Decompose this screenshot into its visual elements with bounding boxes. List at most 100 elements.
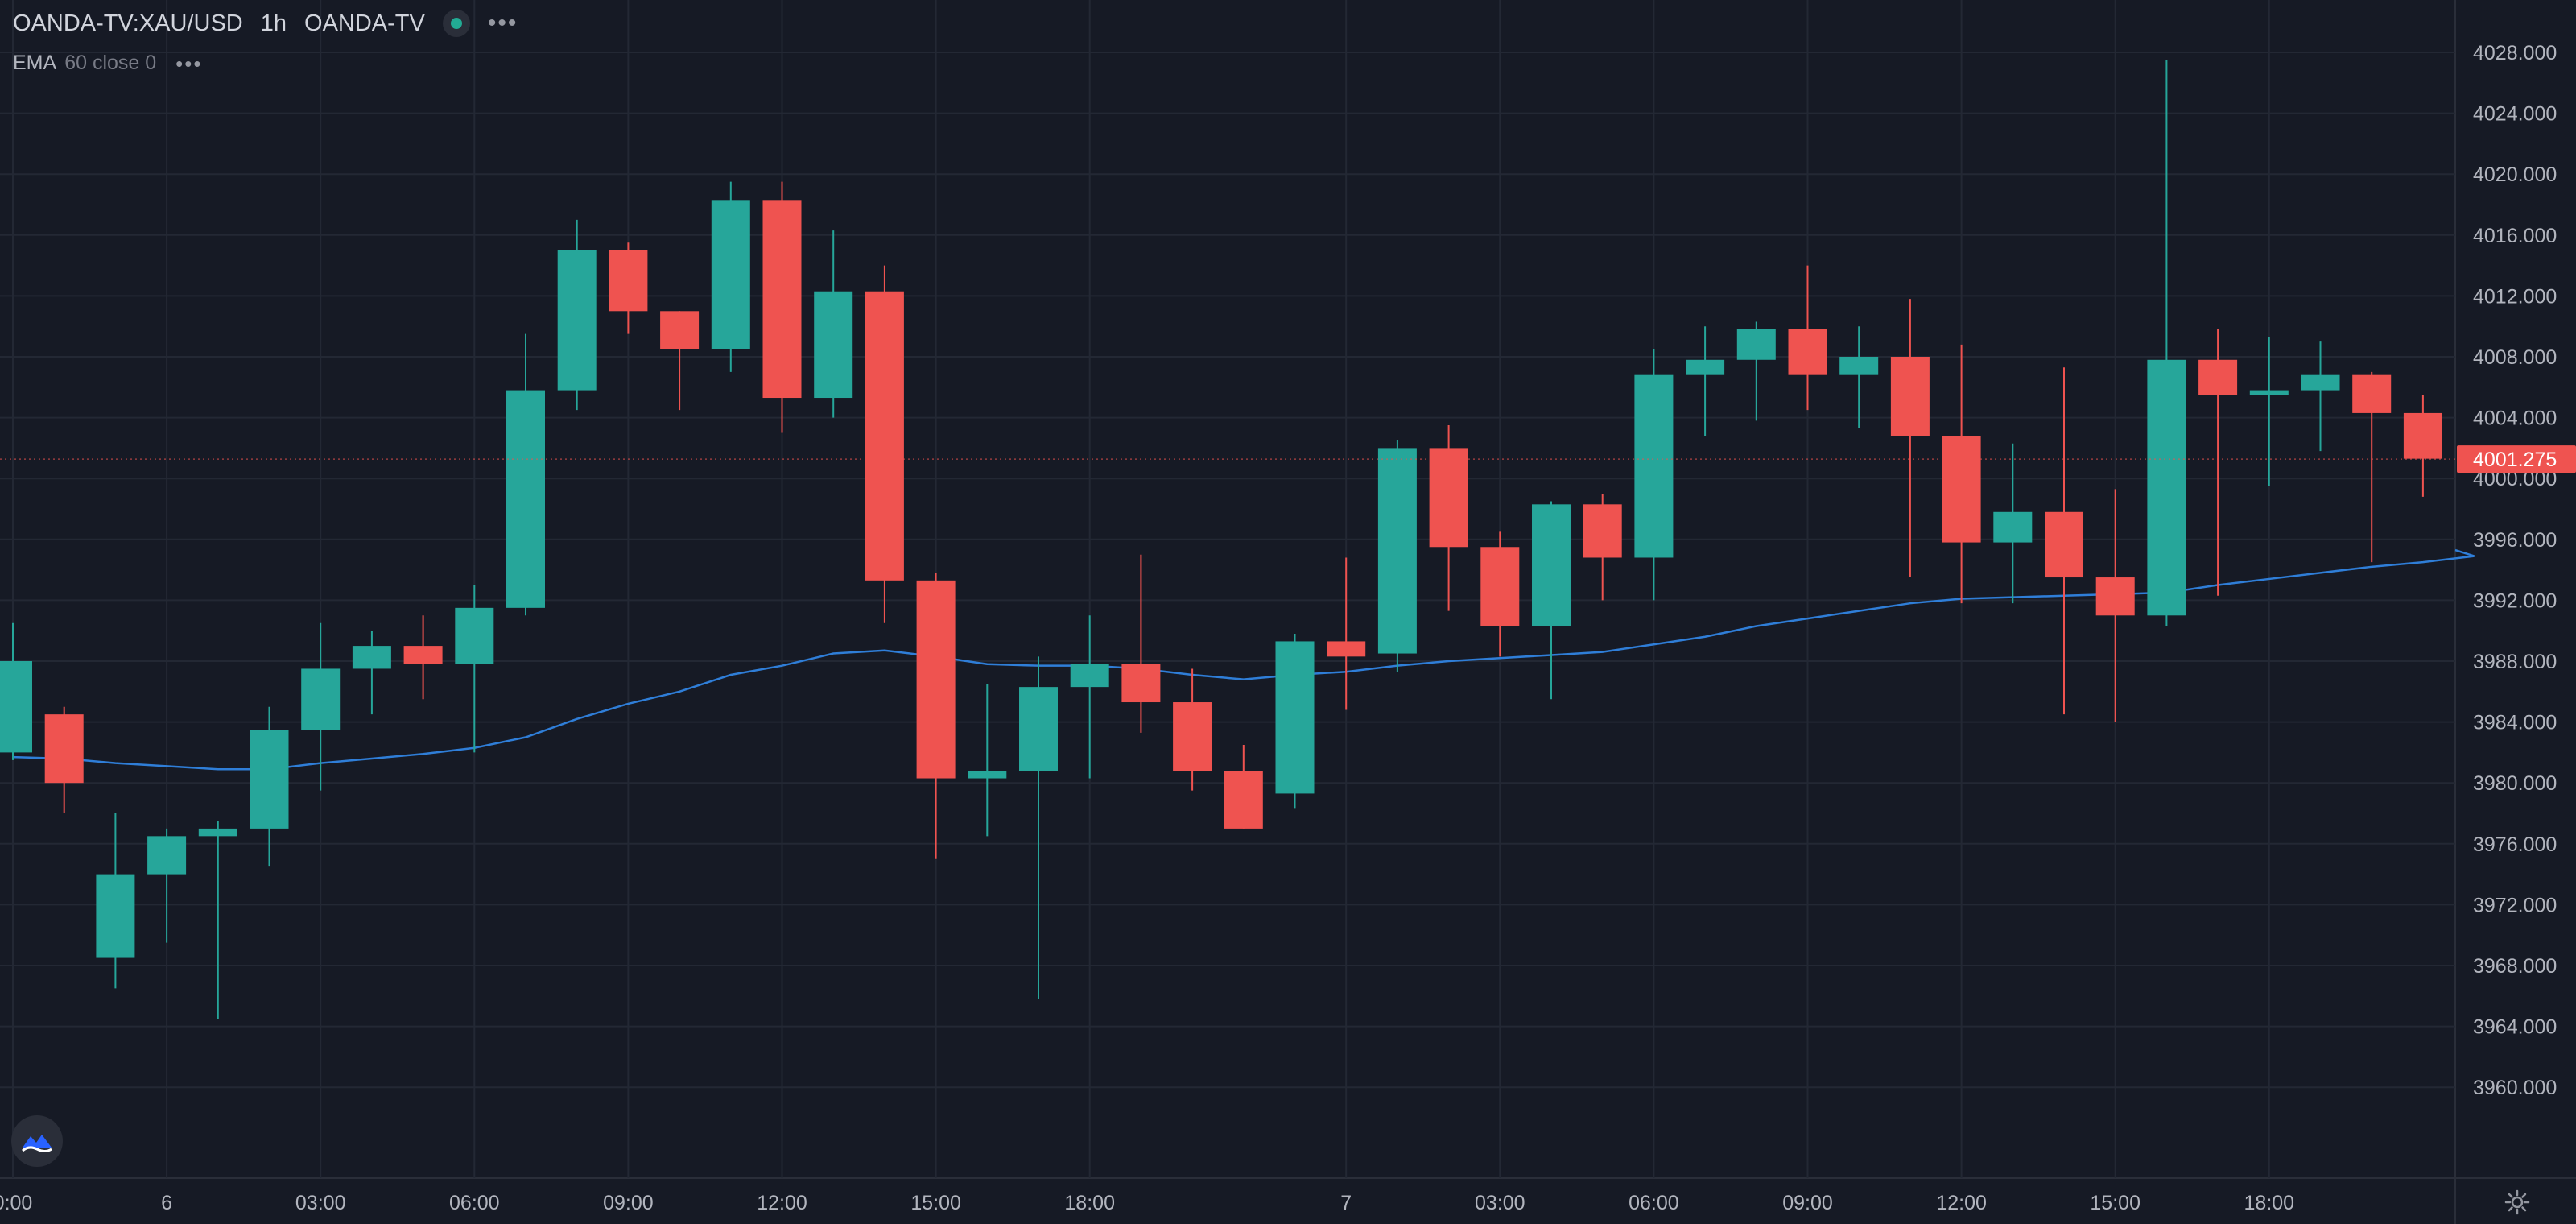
exchange-label: OANDA-TV [304, 10, 425, 36]
candle-body [660, 311, 700, 349]
candles [0, 60, 2442, 1019]
candle-down [2198, 329, 2238, 596]
candle-body [1070, 664, 1109, 688]
price-axis[interactable]: 4028.000 4024.000 4020.000 4016.000 4012.000… [2473, 42, 2557, 1099]
candle-body [1327, 641, 1366, 657]
candle-down [2095, 489, 2135, 722]
candle-up [1532, 501, 1571, 700]
candle-up [198, 821, 237, 1019]
candle-down [2045, 367, 2083, 715]
candle-up [96, 813, 135, 989]
candle-body [1736, 329, 1776, 360]
candle-down [916, 573, 956, 859]
indicator-more-icon[interactable]: ••• [175, 51, 203, 76]
candle-down [762, 181, 802, 433]
time-tick-label: 6 [161, 1192, 172, 1214]
time-tick-label: 09:00 [603, 1192, 654, 1214]
candle-body [44, 714, 84, 784]
time-tick-label: 06:00 [1629, 1192, 1679, 1214]
candle-body [1686, 359, 1725, 375]
candle-up [455, 585, 494, 753]
candle-body [1839, 357, 1879, 375]
candle-up [1686, 326, 1725, 436]
candle-body [1788, 329, 1827, 375]
price-tick-label: 3964.000 [2473, 1016, 2557, 1039]
candle-body [2249, 390, 2289, 395]
last-price-label: 4001.275 [0, 445, 2576, 473]
candle-up [1019, 656, 1058, 999]
candle-body [1121, 664, 1161, 703]
candle-up [711, 181, 750, 372]
candle-down [1121, 554, 1161, 733]
indicator-name[interactable]: EMA [13, 52, 57, 74]
candle-down [609, 242, 648, 334]
candle-down [1583, 494, 1622, 601]
indicator-params: 60 close 0 [64, 52, 157, 74]
candle-down [660, 311, 700, 411]
tradingview-logo-icon[interactable] [11, 1115, 63, 1167]
candle-down [1890, 299, 1930, 578]
candle-body [2147, 359, 2186, 616]
candle-up [2301, 341, 2340, 452]
candle-down [1327, 557, 1366, 710]
candle-up [1736, 321, 1776, 421]
candle-body [506, 390, 545, 608]
time-tick-label: 18:00 [2244, 1192, 2295, 1214]
candle-body [2045, 511, 2083, 578]
price-tick-label: 4012.000 [2473, 285, 2557, 308]
candle-body [557, 250, 597, 391]
candle-up [2249, 337, 2289, 486]
interval-label[interactable]: 1h [260, 10, 287, 36]
candle-up [968, 684, 1007, 837]
time-tick-label: 06:00 [449, 1192, 500, 1214]
gear-icon[interactable] [2504, 1189, 2531, 1216]
price-tick-label: 3996.000 [2473, 529, 2557, 552]
candle-up [1634, 349, 1674, 601]
candle-body [1019, 687, 1058, 771]
price-tick-label: 3988.000 [2473, 651, 2557, 673]
candle-body [1634, 374, 1674, 558]
candle-down [865, 265, 904, 623]
more-options-icon[interactable]: ••• [487, 10, 518, 36]
candle-body [147, 836, 187, 875]
candle-up [1377, 440, 1417, 672]
time-tick-label: 15:00 [2090, 1192, 2140, 1214]
price-tick-label: 3976.000 [2473, 833, 2557, 856]
candle-down [403, 615, 443, 700]
price-tick-label: 3984.000 [2473, 712, 2557, 734]
candle-up [2147, 60, 2186, 626]
candle-body [403, 646, 443, 664]
candle-down [1173, 668, 1212, 791]
candle-body [1480, 547, 1520, 626]
candle-down [1429, 425, 1468, 611]
candle-body [1532, 504, 1571, 626]
price-tick-label: 4028.000 [2473, 42, 2557, 64]
candle-body [814, 291, 853, 399]
candle-body [865, 291, 904, 581]
candle-down [2352, 371, 2392, 563]
candle-up [557, 219, 597, 411]
candle-up [506, 333, 545, 616]
candle-body [1173, 702, 1212, 771]
candle-body [609, 250, 648, 312]
candle-body [1377, 448, 1417, 654]
symbol-legend: OANDA-TV:XAU/USD 1h OANDA-TV ••• [13, 10, 535, 37]
candle-body [2403, 412, 2442, 459]
candle-body [1942, 436, 1981, 543]
candle-up [0, 622, 32, 760]
candle-body [0, 661, 32, 753]
price-tick-label: 4004.000 [2473, 407, 2557, 430]
indicator-legend: EMA 60 close 0 ••• [13, 52, 202, 75]
time-axis[interactable]: 0:00 6 03:00 06:00 09:00 12:00 15:00 18:00 7 03:0… [0, 1192, 2294, 1214]
candle-up [301, 622, 341, 791]
market-status-icon[interactable] [442, 10, 470, 37]
candle-body [1429, 448, 1468, 548]
candle-body [2095, 577, 2135, 616]
symbol-name[interactable]: OANDA-TV:XAU/USD [13, 10, 243, 36]
candle-up [814, 230, 853, 418]
candle-body [2198, 359, 2238, 395]
price-tick-label: 4016.000 [2473, 225, 2557, 247]
candle-body [916, 580, 956, 779]
